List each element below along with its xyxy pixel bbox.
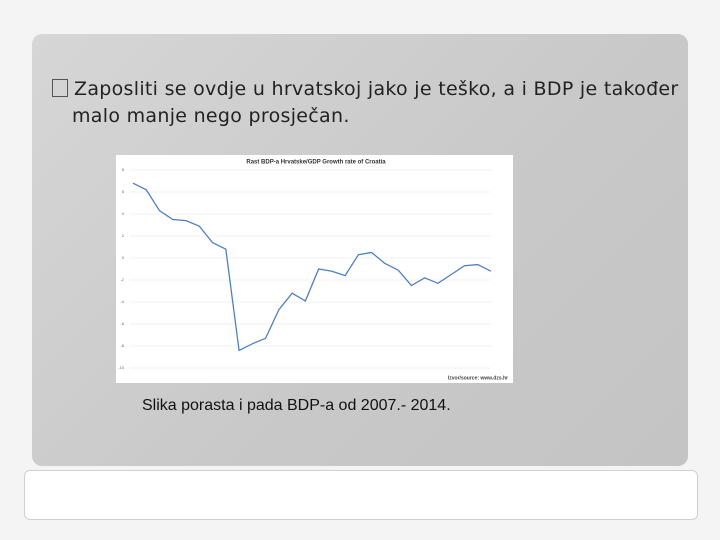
y-tick-label: -4 (120, 299, 124, 304)
y-tick-label: -6 (120, 321, 124, 326)
y-tick-label: 6 (122, 189, 125, 194)
y-tick-label: 2 (122, 233, 125, 238)
bullet-mark (52, 79, 68, 97)
chart-title: Rast BDP-a Hrvatske/GDP Growth rate of C… (246, 160, 386, 166)
series-line (132, 182, 492, 352)
bullet-text: Zaposliti se ovdje u hrvatskoj jako je t… (52, 76, 682, 130)
bullet-content: Zaposliti se ovdje u hrvatskoj jako je t… (72, 78, 679, 127)
y-tick-label: -8 (120, 343, 124, 348)
chart-source: Izvor/source: www.dzs.hr (448, 375, 508, 381)
y-tick-label: 8 (122, 167, 125, 172)
y-tick-label: 4 (122, 211, 125, 216)
caption: Slika porasta i pada BDP-a od 2007.- 201… (142, 397, 451, 414)
footer-box (24, 470, 698, 520)
y-tick-label: -2 (120, 277, 124, 282)
y-tick-label: 0 (122, 255, 125, 260)
chart: Rast BDP-a Hrvatske/GDP Growth rate of C… (116, 155, 513, 383)
y-tick-label: -10 (118, 365, 125, 370)
